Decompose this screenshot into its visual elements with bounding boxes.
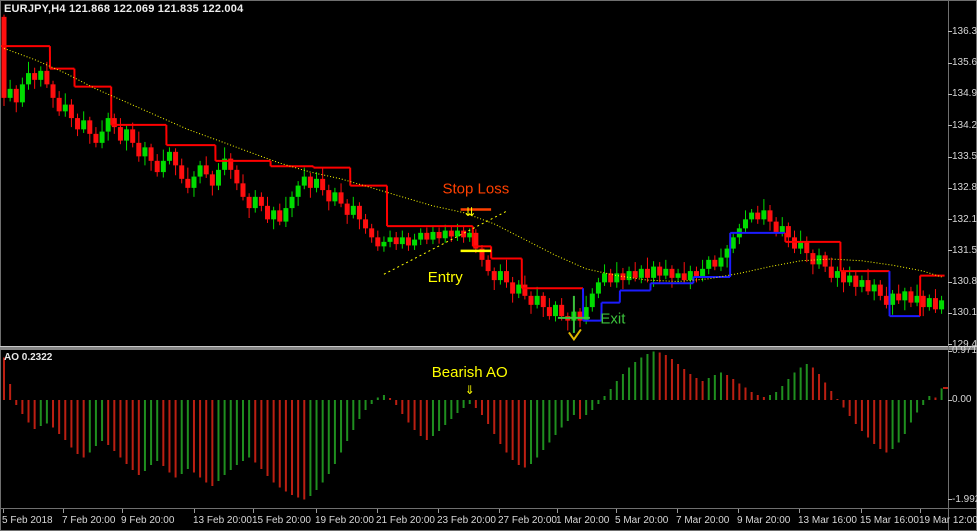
price-tick [948, 281, 952, 283]
ao-histogram [3, 351, 943, 500]
ao-current-value-marker [943, 387, 948, 390]
main-price-chart[interactable]: Stop Loss ⇊ Entry Exit [0, 0, 948, 347]
time-tick-label: 7 Mar 20:00 [676, 515, 730, 526]
ao-annotations: Bearish AO ⇓ [432, 364, 508, 397]
price-tick-label: 129.410 [952, 338, 977, 350]
price-tick [948, 125, 952, 127]
price-tick-label: 134.980 [952, 88, 977, 100]
svg-text:⇓: ⇓ [465, 383, 475, 397]
candlesticks [1, 14, 945, 331]
time-tick [920, 509, 921, 513]
price-tick [948, 250, 952, 252]
time-tick [499, 509, 500, 513]
time-tick-label: 5 Feb 2018 [2, 515, 53, 526]
time-tick-label: 19 Mar 12:00 [919, 515, 977, 526]
time-tick-label: 5 Mar 20:00 [615, 515, 669, 526]
time-tick-label: 9 Feb 20:00 [121, 515, 175, 526]
time-tick [861, 509, 862, 513]
time-tick [122, 509, 123, 513]
ao-tick [948, 499, 952, 501]
ao-tick [948, 399, 952, 401]
price-tick [948, 31, 952, 33]
price-tick [948, 62, 952, 64]
svg-text:Stop Loss: Stop Loss [442, 180, 509, 197]
ao-tick-label: -1.992 [952, 493, 977, 505]
time-tick [63, 509, 64, 513]
time-tick [438, 509, 439, 513]
price-tick-label: 136.370 [952, 25, 977, 37]
ao-tick-label: 0.00 [952, 394, 972, 405]
price-tick-label: 133.580 [952, 151, 977, 163]
price-tick [948, 219, 952, 221]
price-tick-label: 130.110 [952, 307, 977, 319]
time-tick [616, 509, 617, 513]
time-tick-label: 9 Mar 20:00 [737, 515, 791, 526]
svg-text:⇊: ⇊ [465, 205, 475, 219]
price-tick [948, 187, 952, 189]
time-tick-label: 13 Mar 16:00 [798, 515, 857, 526]
time-tick [738, 509, 739, 513]
time-tick-label: 1 Mar 20:00 [556, 515, 610, 526]
awesome-oscillator-panel[interactable]: Bearish AO ⇓ [0, 350, 948, 508]
svg-text:Entry: Entry [428, 269, 464, 286]
panel-splitter[interactable] [0, 346, 977, 350]
price-tick-label: 132.890 [952, 182, 977, 194]
time-tick-label: 21 Feb 20:00 [376, 515, 435, 526]
time-tick-label: 15 Feb 20:00 [252, 515, 311, 526]
svg-text:Bearish AO: Bearish AO [432, 364, 508, 381]
ao-indicator-label: AO 0.2322 [4, 352, 53, 363]
ao-tick [948, 350, 952, 352]
time-tick-label: 23 Feb 20:00 [437, 515, 496, 526]
time-tick-label: 13 Feb 20:00 [193, 515, 252, 526]
time-tick-label: 19 Feb 20:00 [315, 515, 374, 526]
time-tick [557, 509, 558, 513]
ao-tick-label: 0.9712 [952, 345, 977, 357]
time-tick-label: 27 Feb 20:00 [498, 515, 557, 526]
time-tick [316, 509, 317, 513]
time-tick [799, 509, 800, 513]
price-tick-label: 135.670 [952, 57, 977, 69]
time-tick-label: 15 Mar 16:00 [860, 515, 919, 526]
price-tick-label: 130.800 [952, 276, 977, 288]
price-tick [948, 93, 952, 95]
price-tick [948, 156, 952, 158]
svg-text:Exit: Exit [600, 310, 626, 327]
price-tick-label: 131.500 [952, 244, 977, 256]
time-tick [194, 509, 195, 513]
time-tick [3, 509, 4, 513]
price-scale-separator [948, 0, 949, 531]
time-axis-line [0, 508, 977, 509]
time-tick [377, 509, 378, 513]
price-tick [948, 312, 952, 314]
time-tick [677, 509, 678, 513]
trade-annotations: Stop Loss ⇊ Entry Exit [428, 180, 626, 342]
price-tick-label: 132.190 [952, 213, 977, 225]
price-tick-label: 134.280 [952, 119, 977, 131]
price-tick [948, 344, 952, 346]
chart-title: EURJPY,H4 121.868 122.069 121.835 122.00… [4, 3, 244, 15]
time-tick [253, 509, 254, 513]
trailing-stop-line [1, 45, 945, 322]
time-tick-label: 7 Feb 20:00 [62, 515, 116, 526]
